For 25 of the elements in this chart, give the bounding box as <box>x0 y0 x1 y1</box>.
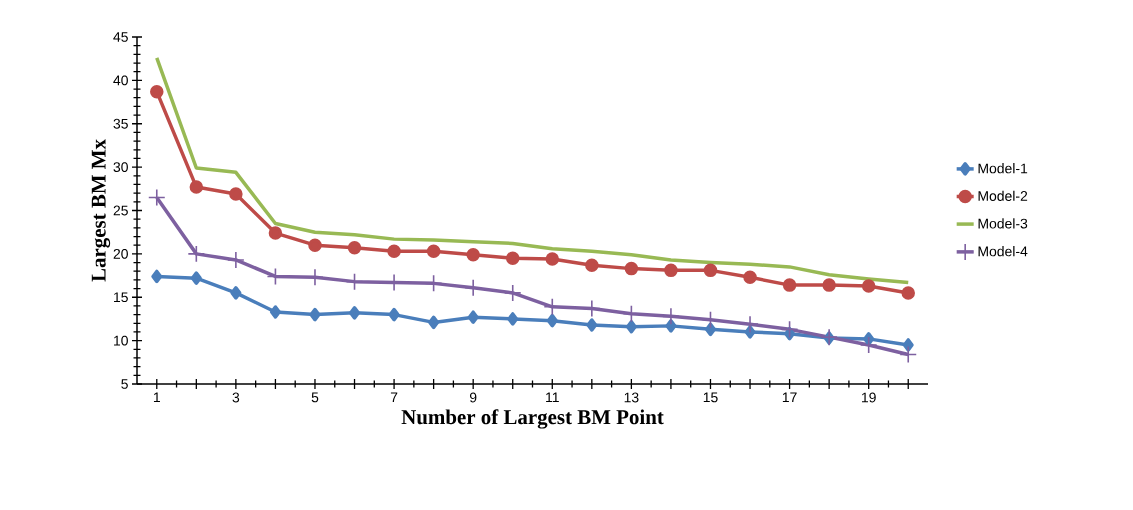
x-tick-label: 3 <box>232 392 240 403</box>
legend-label: Model-3 <box>978 218 1028 229</box>
y-tick-label: 25 <box>113 205 128 216</box>
y-tick-label: 45 <box>113 32 128 42</box>
legend-label: Model-2 <box>978 190 1028 201</box>
x-tick-label: 19 <box>861 392 876 403</box>
y-tick-label: 10 <box>114 335 128 346</box>
x-tick-label: 7 <box>390 392 398 403</box>
x-axis-title: Number of Largest BM Point <box>401 409 664 429</box>
x-tick-label: 15 <box>703 392 718 403</box>
y-tick-label: 35 <box>113 118 128 129</box>
y-tick-label: 30 <box>113 162 128 173</box>
x-tick-label: 1 <box>153 392 160 403</box>
legend-label: Model-4 <box>978 246 1028 257</box>
x-tick-label: 17 <box>782 392 797 403</box>
legend-label: Model-1 <box>978 163 1028 174</box>
y-tick-label: 15 <box>114 292 128 303</box>
y-axis-title: Largest BM Mx <box>91 139 111 282</box>
y-tick-label: 20 <box>113 248 128 259</box>
x-tick-label: 9 <box>469 392 477 403</box>
x-tick-label: 11 <box>546 392 559 403</box>
y-tick-label: 5 <box>121 379 128 389</box>
x-tick-label: 5 <box>311 392 319 403</box>
y-tick-label: 40 <box>113 75 128 86</box>
x-tick-label: 13 <box>624 392 639 403</box>
